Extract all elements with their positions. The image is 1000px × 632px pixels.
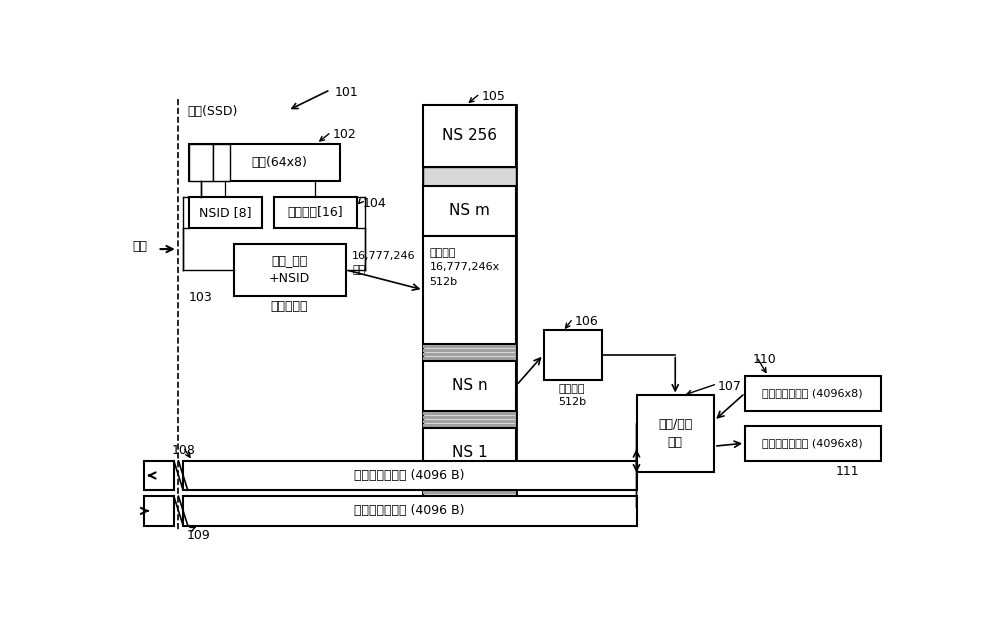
Bar: [423, 361, 516, 411]
Bar: [423, 416, 516, 419]
Bar: [423, 179, 516, 183]
Text: 106: 106: [574, 315, 598, 327]
Text: NS n: NS n: [452, 378, 488, 393]
Bar: [183, 461, 637, 490]
Text: 命令(64x8): 命令(64x8): [251, 155, 307, 169]
Text: 107: 107: [718, 380, 742, 393]
Text: 111: 111: [836, 465, 859, 478]
Bar: [423, 487, 516, 490]
Bar: [423, 349, 516, 352]
Bar: [189, 197, 262, 228]
Text: NS 256: NS 256: [442, 128, 497, 143]
Bar: [274, 197, 357, 228]
Bar: [423, 491, 516, 494]
Text: 105: 105: [482, 90, 505, 103]
Bar: [423, 357, 516, 360]
Text: 读取加密的数据 (4096x8): 读取加密的数据 (4096x8): [762, 388, 863, 398]
Text: （源索引）: （源索引）: [271, 300, 308, 313]
Bar: [423, 186, 516, 236]
Bar: [423, 479, 516, 482]
Bar: [423, 411, 516, 428]
Bar: [745, 426, 881, 461]
Text: 写入加密的数据 (4096x8): 写入加密的数据 (4096x8): [762, 438, 863, 448]
Text: 109: 109: [187, 530, 211, 542]
Text: 加密密钓
512b: 加密密钓 512b: [558, 384, 586, 407]
Bar: [745, 376, 881, 411]
Text: 101: 101: [334, 86, 358, 99]
Bar: [423, 172, 516, 175]
Text: 主机: 主机: [133, 240, 148, 253]
Bar: [423, 105, 516, 519]
Bar: [423, 345, 516, 348]
Text: NSID [8]: NSID [8]: [199, 205, 251, 219]
Bar: [144, 461, 174, 490]
Bar: [423, 483, 516, 486]
Bar: [423, 105, 516, 167]
Text: 104: 104: [363, 197, 387, 210]
Bar: [423, 420, 516, 423]
Text: 102: 102: [333, 128, 356, 141]
Text: 16,777,246
条目: 16,777,246 条目: [352, 252, 416, 276]
Bar: [423, 344, 516, 361]
Bar: [423, 424, 516, 427]
Bar: [183, 496, 637, 526]
Text: 读取解密的数据 (4096 B): 读取解密的数据 (4096 B): [354, 469, 465, 482]
Bar: [423, 353, 516, 356]
Bar: [423, 412, 516, 415]
Text: 103: 103: [189, 291, 212, 305]
Text: 密钓标签[16]: 密钓标签[16]: [287, 205, 343, 219]
Text: 解密/加密
引擎: 解密/加密 引擎: [658, 418, 692, 449]
Bar: [213, 143, 230, 181]
Text: 写入解密的数据 (4096 B): 写入解密的数据 (4096 B): [354, 504, 465, 518]
Bar: [423, 168, 516, 171]
Bar: [423, 176, 516, 179]
Bar: [234, 244, 346, 296]
Bar: [423, 236, 516, 344]
Text: 密钓索引
16,777,246x
512b: 密钓索引 16,777,246x 512b: [430, 248, 500, 287]
Text: NS 1: NS 1: [452, 445, 488, 460]
Bar: [189, 143, 213, 181]
Bar: [637, 396, 714, 472]
Bar: [423, 167, 516, 186]
Bar: [544, 330, 602, 380]
Text: NS m: NS m: [449, 203, 490, 218]
Text: 110: 110: [753, 353, 776, 366]
Bar: [423, 478, 516, 519]
Bar: [189, 143, 340, 181]
Text: 密钓_标签
+NSID: 密钓_标签 +NSID: [269, 254, 310, 286]
Bar: [423, 428, 516, 478]
Text: 设备(SSD): 设备(SSD): [187, 105, 237, 118]
Bar: [144, 496, 174, 526]
Text: 108: 108: [172, 444, 195, 457]
